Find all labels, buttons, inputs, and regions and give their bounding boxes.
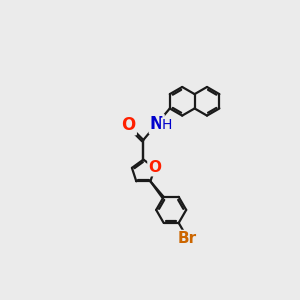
Text: N: N bbox=[150, 115, 164, 133]
Text: Br: Br bbox=[178, 231, 197, 246]
Text: O: O bbox=[148, 160, 161, 175]
Text: H: H bbox=[161, 118, 172, 132]
Text: O: O bbox=[122, 116, 136, 134]
